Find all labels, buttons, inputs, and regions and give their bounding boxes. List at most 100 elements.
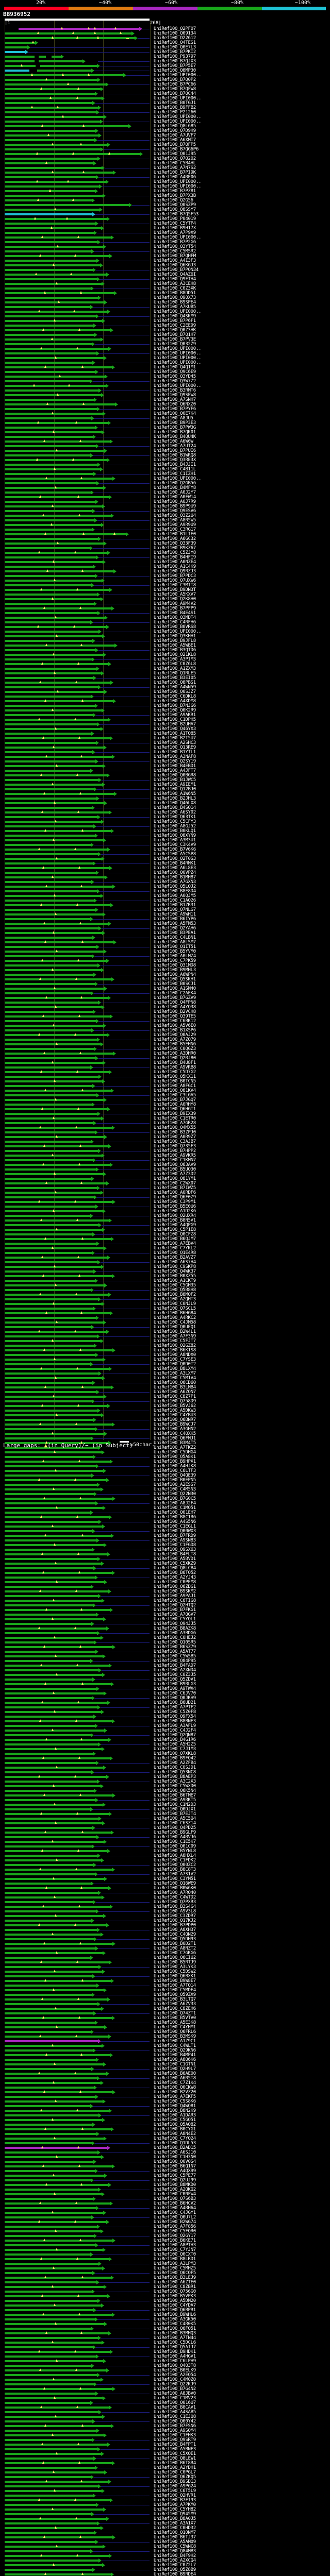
sequence-id-label[interactable]: UniRef100_A6XMI7 xyxy=(154,138,196,143)
sequence-id-label[interactable]: UniRef100_B8MQF2 xyxy=(154,1292,196,1297)
alignment-row[interactable]: UniRef100_Q3YT54 xyxy=(0,245,330,249)
hsp-bar[interactable] xyxy=(5,2244,95,2246)
sequence-id-label[interactable]: UniRef100_Q2YAH6 xyxy=(154,926,196,931)
sequence-id-label[interactable]: UniRef100_Q33F39 xyxy=(154,541,196,546)
sequence-id-label[interactable]: UniRef100_B4MFY8 xyxy=(154,485,196,490)
hsp-bar[interactable] xyxy=(5,1706,97,1708)
alignment-row[interactable]: UniRef100_Q01EH7 xyxy=(0,1511,330,1515)
sequence-id-label[interactable]: UniRef100_C1ETR0 xyxy=(154,1116,196,1121)
alignment-row[interactable]: UniRef100_Q29KN6 xyxy=(0,2048,330,2053)
sequence-id-label[interactable]: UniRef100_Q00ZC2 xyxy=(154,1862,196,1868)
alignment-row[interactable]: UniRef100_C1FHK3 xyxy=(0,2433,330,2438)
alignment-row[interactable]: UniRef100_Q46LX8 xyxy=(0,801,330,806)
alignment-row[interactable]: UniRef100_B4RMK1 xyxy=(0,861,330,866)
alignment-row[interactable]: UniRef100_UPI000.. xyxy=(0,477,330,481)
hsp-bar[interactable] xyxy=(5,2509,103,2511)
sequence-id-label[interactable]: UniRef100_A9SN83 xyxy=(154,1538,196,1543)
sequence-id-label[interactable]: UniRef100_Q10SR5 xyxy=(154,1640,196,1645)
sequence-id-label[interactable]: UniRef100_B4U8F1 xyxy=(154,1060,196,1065)
sequence-id-label[interactable]: UniRef100_A1SM40 xyxy=(154,986,196,991)
alignment-row[interactable]: UniRef100_C1IZH1 xyxy=(0,472,330,477)
sequence-id-label[interactable]: UniRef100_C1EGL1 xyxy=(154,1524,196,1529)
sequence-id-label[interactable]: UniRef100_B8C8T3 xyxy=(154,1867,196,1872)
sequence-id-label[interactable]: UniRef100_UPI000.. xyxy=(154,309,202,314)
alignment-row[interactable]: UniRef100_Q5ZDV1 xyxy=(0,1677,330,1682)
alignment-row[interactable]: UniRef100_Q10NM7 xyxy=(0,2531,330,2535)
sequence-id-label[interactable]: UniRef100_C1KMN7 xyxy=(154,1158,196,1163)
alignment-row[interactable]: UniRef100_C4QXK5 xyxy=(0,1432,330,1436)
sequence-id-label[interactable]: UniRef100_C3MIT8 xyxy=(154,583,196,588)
hsp-bar[interactable] xyxy=(5,2133,96,2135)
hsp-bar[interactable] xyxy=(5,821,101,823)
hsp-bar[interactable] xyxy=(5,1660,90,1662)
alignment-row[interactable]: UniRef100_A0R9Z7 xyxy=(0,1135,330,1140)
alignment-row[interactable]: UniRef100_B2UHA7 xyxy=(0,722,330,727)
hsp-bar[interactable] xyxy=(5,232,94,234)
hsp-bar[interactable] xyxy=(5,2230,101,2232)
sequence-id-label[interactable]: UniRef100_A4S5N6 xyxy=(154,1519,196,1524)
hsp-bar[interactable] xyxy=(5,1896,102,1899)
sequence-id-label[interactable]: UniRef100_A5AT77 xyxy=(154,1649,196,1654)
sequence-id-label[interactable]: UniRef100_Q09134 xyxy=(154,31,196,36)
sequence-id-label[interactable]: UniRef100_Q8MP30 xyxy=(154,68,196,73)
alignment-row[interactable]: UniRef100_A6ZTE0 xyxy=(0,2280,330,2285)
sequence-id-label[interactable]: UniRef100_C2AEK4 xyxy=(154,991,196,996)
hsp-bar[interactable] xyxy=(5,1043,101,1045)
hsp-bar[interactable] xyxy=(5,348,108,350)
sequence-id-label[interactable]: UniRef100_B9HPX1 xyxy=(154,1459,196,1464)
hsp-bar[interactable] xyxy=(5,1998,107,2001)
alignment-row[interactable]: UniRef100_B3M4T5 xyxy=(0,1441,330,1446)
hsp-bar[interactable] xyxy=(5,635,102,637)
alignment-row[interactable]: UniRef100_A8GJ52 xyxy=(0,824,330,829)
alignment-row[interactable]: UniRef100_Q2RJ80 xyxy=(0,1056,330,1061)
hsp-bar[interactable] xyxy=(5,74,123,76)
sequence-id-label[interactable]: UniRef100_B7EJT4 xyxy=(154,1811,196,1817)
sequence-id-label[interactable]: UniRef100_Q6BPR1 xyxy=(154,2308,196,2313)
hsp-bar[interactable] xyxy=(5,357,104,359)
sequence-id-label[interactable]: UniRef100_C4RFH6 xyxy=(154,620,196,625)
sequence-id-label[interactable]: UniRef100_C4YBU3 xyxy=(154,1413,196,1418)
sequence-id-label[interactable]: UniRef100_Q6FRL6 xyxy=(154,2029,196,2035)
alignment-row[interactable]: UniRef100_B4U8F1 xyxy=(0,1061,330,1065)
alignment-row[interactable]: UniRef100_A0J2Y7 xyxy=(0,490,330,495)
alignment-row[interactable]: UniRef100_A5KXV7 xyxy=(0,592,330,597)
alignment-row[interactable]: UniRef100_A7TQ14 xyxy=(0,1984,330,1988)
alignment-row[interactable]: UniRef100_Q5LQJ2 xyxy=(0,885,330,889)
sequence-id-label[interactable]: UniRef100_B2W4L1 xyxy=(154,1329,196,1334)
sequence-id-label[interactable]: UniRef100_B4QU4K xyxy=(154,434,196,439)
sequence-id-label[interactable]: UniRef100_Q59ZX9 xyxy=(154,1992,196,1997)
sequence-id-label[interactable]: UniRef100_B7PW3G xyxy=(154,425,196,430)
hsp-bar[interactable] xyxy=(5,1952,103,1954)
hsp-bar[interactable] xyxy=(5,1386,111,1388)
alignment-row[interactable]: UniRef100_A9RKT5 xyxy=(0,1798,330,1803)
alignment-row[interactable]: UniRef100_Q5AQ82 xyxy=(0,2123,330,2127)
sequence-id-label[interactable]: UniRef100_B3LTQ7 xyxy=(154,1997,196,2002)
sequence-id-label[interactable]: UniRef100_UPI000.. xyxy=(154,346,202,351)
hsp-bar[interactable] xyxy=(5,1609,110,1611)
alignment-row[interactable]: UniRef100_C5XKZ9 xyxy=(0,1562,330,1566)
sequence-id-label[interactable]: UniRef100_Q7SCL5 xyxy=(154,1306,196,1311)
hsp-bar[interactable] xyxy=(5,394,101,396)
alignment-row[interactable]: UniRef100_Q1E4R8 xyxy=(0,1251,330,1256)
alignment-row[interactable]: UniRef100_B8MKD0 xyxy=(0,2183,330,2188)
alignment-row[interactable]: UniRef100_Q0Z3HK xyxy=(0,328,330,333)
sequence-id-label[interactable]: UniRef100_Q9ESV6 xyxy=(154,509,196,514)
hsp-bar[interactable] xyxy=(5,2161,93,2163)
alignment-row[interactable]: UniRef100_C5FQR0 xyxy=(0,2229,330,2234)
sequence-id-label[interactable]: UniRef100_A5WBE1 xyxy=(154,643,196,648)
hsp-bar[interactable] xyxy=(5,992,91,994)
hsp-bar[interactable] xyxy=(5,2068,91,2070)
hsp-bar[interactable] xyxy=(5,37,135,39)
alignment-row[interactable]: UniRef100_A4HJK8 xyxy=(0,1464,330,1469)
alignment-row[interactable]: UniRef100_A3PIM3 xyxy=(0,657,330,662)
sequence-id-label[interactable]: UniRef100_Q21KL8 xyxy=(154,652,196,657)
hsp-bar[interactable] xyxy=(5,774,107,776)
alignment-row[interactable]: UniRef100_B6IYP6 xyxy=(0,917,330,922)
sequence-id-label[interactable]: UniRef100_B7PX3B xyxy=(154,193,196,198)
alignment-row[interactable]: UniRef100_A3AFL9 xyxy=(0,1724,330,1728)
hsp-bar[interactable] xyxy=(5,1892,98,1894)
hsp-bar[interactable] xyxy=(5,696,91,698)
hsp-bar[interactable] xyxy=(5,1423,112,1426)
sequence-id-label[interactable]: UniRef100_B7NJG6 xyxy=(154,703,196,708)
alignment-row[interactable]: UniRef100_B7PC66 xyxy=(0,82,330,87)
